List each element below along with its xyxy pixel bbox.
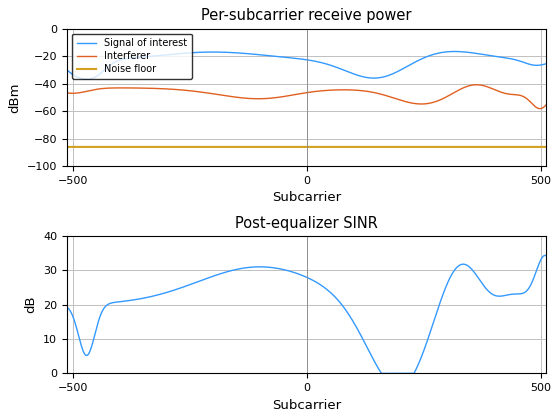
Interferer [543, 102, 549, 107]
X-axis label: Subcarrier: Subcarrier [272, 399, 341, 412]
Signal of interest [451, 49, 458, 54]
Noise floor [543, 144, 549, 150]
Signal of interest [64, 68, 71, 73]
Signal of interest [313, 59, 320, 64]
Legend: Signal of interest, Interferer, Noise floor: Signal of interest, Interferer, Noise fl… [72, 34, 192, 79]
Signal of interest [543, 61, 549, 66]
Noise floor [247, 144, 254, 150]
Interferer [473, 82, 480, 87]
Signal of interest [84, 77, 91, 82]
Interferer [311, 89, 318, 94]
Line: Interferer: Interferer [67, 85, 546, 109]
Interferer [202, 90, 209, 95]
Line: Signal of interest: Signal of interest [67, 52, 546, 79]
Signal of interest [203, 50, 209, 55]
Noise floor [417, 144, 423, 150]
Interferer [303, 90, 310, 95]
Signal of interest [417, 57, 423, 62]
Interferer [417, 102, 423, 107]
Interferer [64, 90, 71, 95]
Y-axis label: dBm: dBm [8, 82, 21, 113]
Interferer [536, 106, 543, 111]
Interferer [247, 96, 254, 101]
Noise floor [303, 144, 310, 150]
Noise floor [311, 144, 318, 150]
Title: Per-subcarrier receive power: Per-subcarrier receive power [202, 8, 412, 24]
Title: Post-equalizer SINR: Post-equalizer SINR [235, 215, 378, 231]
Interferer [312, 89, 319, 94]
Signal of interest [312, 59, 319, 64]
Noise floor [312, 144, 319, 150]
Noise floor [202, 144, 209, 150]
Noise floor [64, 144, 71, 150]
Signal of interest [247, 51, 254, 56]
Signal of interest [304, 57, 310, 62]
X-axis label: Subcarrier: Subcarrier [272, 192, 341, 205]
Y-axis label: dB: dB [25, 296, 38, 313]
